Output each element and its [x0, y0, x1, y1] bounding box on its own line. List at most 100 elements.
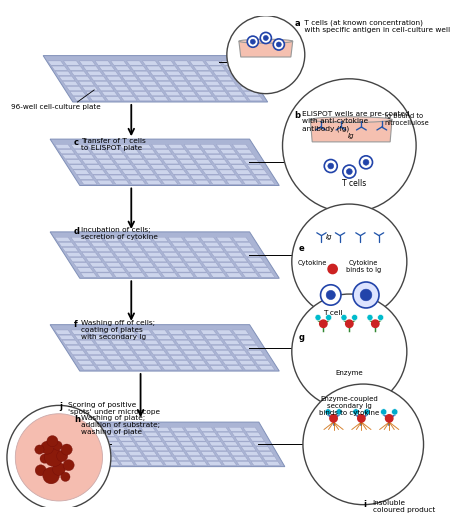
Polygon shape: [181, 92, 196, 96]
Polygon shape: [199, 350, 215, 355]
Polygon shape: [146, 346, 163, 349]
Polygon shape: [136, 442, 151, 446]
Polygon shape: [209, 66, 225, 70]
Polygon shape: [202, 432, 217, 436]
Polygon shape: [150, 165, 167, 169]
Polygon shape: [129, 273, 146, 277]
Circle shape: [353, 282, 379, 308]
Polygon shape: [168, 330, 184, 334]
Polygon shape: [78, 155, 95, 159]
Polygon shape: [163, 160, 179, 164]
Circle shape: [326, 314, 332, 321]
Polygon shape: [240, 340, 256, 344]
Circle shape: [358, 414, 365, 422]
Polygon shape: [188, 335, 204, 339]
Polygon shape: [162, 180, 178, 184]
Circle shape: [319, 320, 327, 328]
Polygon shape: [93, 175, 109, 179]
Polygon shape: [127, 248, 143, 252]
Polygon shape: [146, 273, 162, 277]
Polygon shape: [232, 145, 249, 148]
Polygon shape: [179, 346, 195, 349]
Polygon shape: [48, 61, 64, 65]
Polygon shape: [259, 452, 274, 456]
Polygon shape: [111, 61, 127, 65]
Polygon shape: [78, 248, 95, 252]
Polygon shape: [152, 237, 168, 241]
Polygon shape: [64, 61, 80, 65]
Polygon shape: [242, 180, 259, 184]
Polygon shape: [78, 340, 95, 344]
Polygon shape: [113, 366, 129, 370]
Polygon shape: [310, 120, 392, 142]
Polygon shape: [211, 160, 228, 164]
Polygon shape: [220, 149, 237, 154]
Text: b: b: [294, 111, 301, 120]
Polygon shape: [137, 96, 153, 101]
Polygon shape: [99, 452, 113, 456]
Polygon shape: [178, 462, 193, 465]
Circle shape: [336, 409, 342, 415]
Text: j: j: [59, 402, 62, 411]
Polygon shape: [138, 263, 154, 267]
Polygon shape: [172, 242, 188, 246]
Polygon shape: [79, 61, 95, 65]
Polygon shape: [102, 258, 118, 262]
Text: i: i: [364, 500, 366, 509]
Polygon shape: [162, 66, 178, 70]
Text: T cell: T cell: [323, 310, 342, 316]
Polygon shape: [182, 71, 197, 75]
Polygon shape: [175, 340, 191, 344]
Polygon shape: [142, 268, 158, 272]
Text: Washing of plate;
addition of substrate;
washing of plate: Washing of plate; addition of substrate;…: [81, 414, 160, 435]
Polygon shape: [109, 360, 126, 365]
Polygon shape: [201, 76, 217, 81]
Polygon shape: [244, 160, 260, 164]
Polygon shape: [182, 258, 199, 262]
Polygon shape: [222, 268, 239, 272]
Polygon shape: [55, 237, 71, 241]
Polygon shape: [119, 330, 136, 334]
Polygon shape: [146, 366, 162, 370]
Circle shape: [385, 414, 393, 422]
Circle shape: [352, 314, 358, 321]
Polygon shape: [110, 81, 126, 85]
Polygon shape: [170, 170, 187, 174]
Polygon shape: [102, 71, 118, 75]
Text: Ig: Ig: [326, 234, 332, 240]
Polygon shape: [194, 366, 210, 370]
Polygon shape: [127, 155, 143, 159]
Polygon shape: [50, 139, 279, 186]
Polygon shape: [240, 248, 256, 252]
Polygon shape: [237, 462, 251, 465]
Polygon shape: [216, 237, 233, 241]
Polygon shape: [202, 356, 219, 360]
Polygon shape: [189, 81, 205, 85]
Circle shape: [292, 294, 407, 409]
Circle shape: [346, 320, 353, 328]
Polygon shape: [102, 456, 117, 461]
Polygon shape: [43, 56, 268, 102]
Polygon shape: [81, 366, 97, 370]
Polygon shape: [99, 66, 115, 70]
Polygon shape: [216, 145, 233, 148]
Polygon shape: [106, 76, 122, 81]
Polygon shape: [87, 330, 103, 334]
Polygon shape: [228, 252, 244, 257]
Polygon shape: [202, 263, 219, 267]
Polygon shape: [191, 340, 208, 344]
Polygon shape: [159, 248, 175, 252]
Text: Cytokine: Cytokine: [298, 260, 327, 266]
Polygon shape: [74, 96, 90, 101]
Polygon shape: [226, 180, 242, 184]
Polygon shape: [126, 175, 142, 179]
Polygon shape: [102, 165, 118, 169]
Polygon shape: [139, 242, 155, 246]
Polygon shape: [219, 456, 233, 461]
Polygon shape: [146, 160, 163, 164]
Polygon shape: [224, 155, 240, 159]
Polygon shape: [125, 447, 139, 451]
Polygon shape: [142, 452, 157, 456]
Polygon shape: [70, 350, 86, 355]
Polygon shape: [115, 66, 130, 70]
